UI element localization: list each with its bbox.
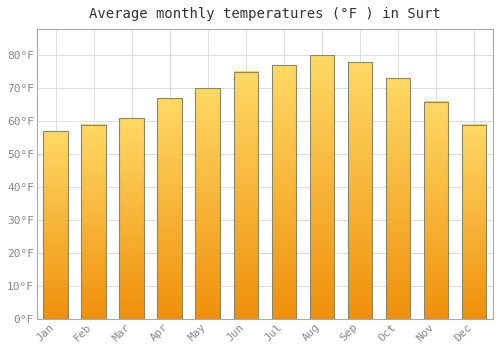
Title: Average monthly temperatures (°F ) in Surt: Average monthly temperatures (°F ) in Su… bbox=[89, 7, 441, 21]
Bar bbox=[348, 62, 372, 319]
Bar bbox=[234, 72, 258, 319]
Bar bbox=[310, 55, 334, 319]
Bar bbox=[272, 65, 296, 319]
Bar bbox=[196, 88, 220, 319]
Bar bbox=[158, 98, 182, 319]
Bar bbox=[82, 125, 106, 319]
Bar bbox=[44, 131, 68, 319]
Bar bbox=[424, 102, 448, 319]
Bar bbox=[462, 125, 486, 319]
Bar bbox=[120, 118, 144, 319]
Bar bbox=[386, 78, 410, 319]
